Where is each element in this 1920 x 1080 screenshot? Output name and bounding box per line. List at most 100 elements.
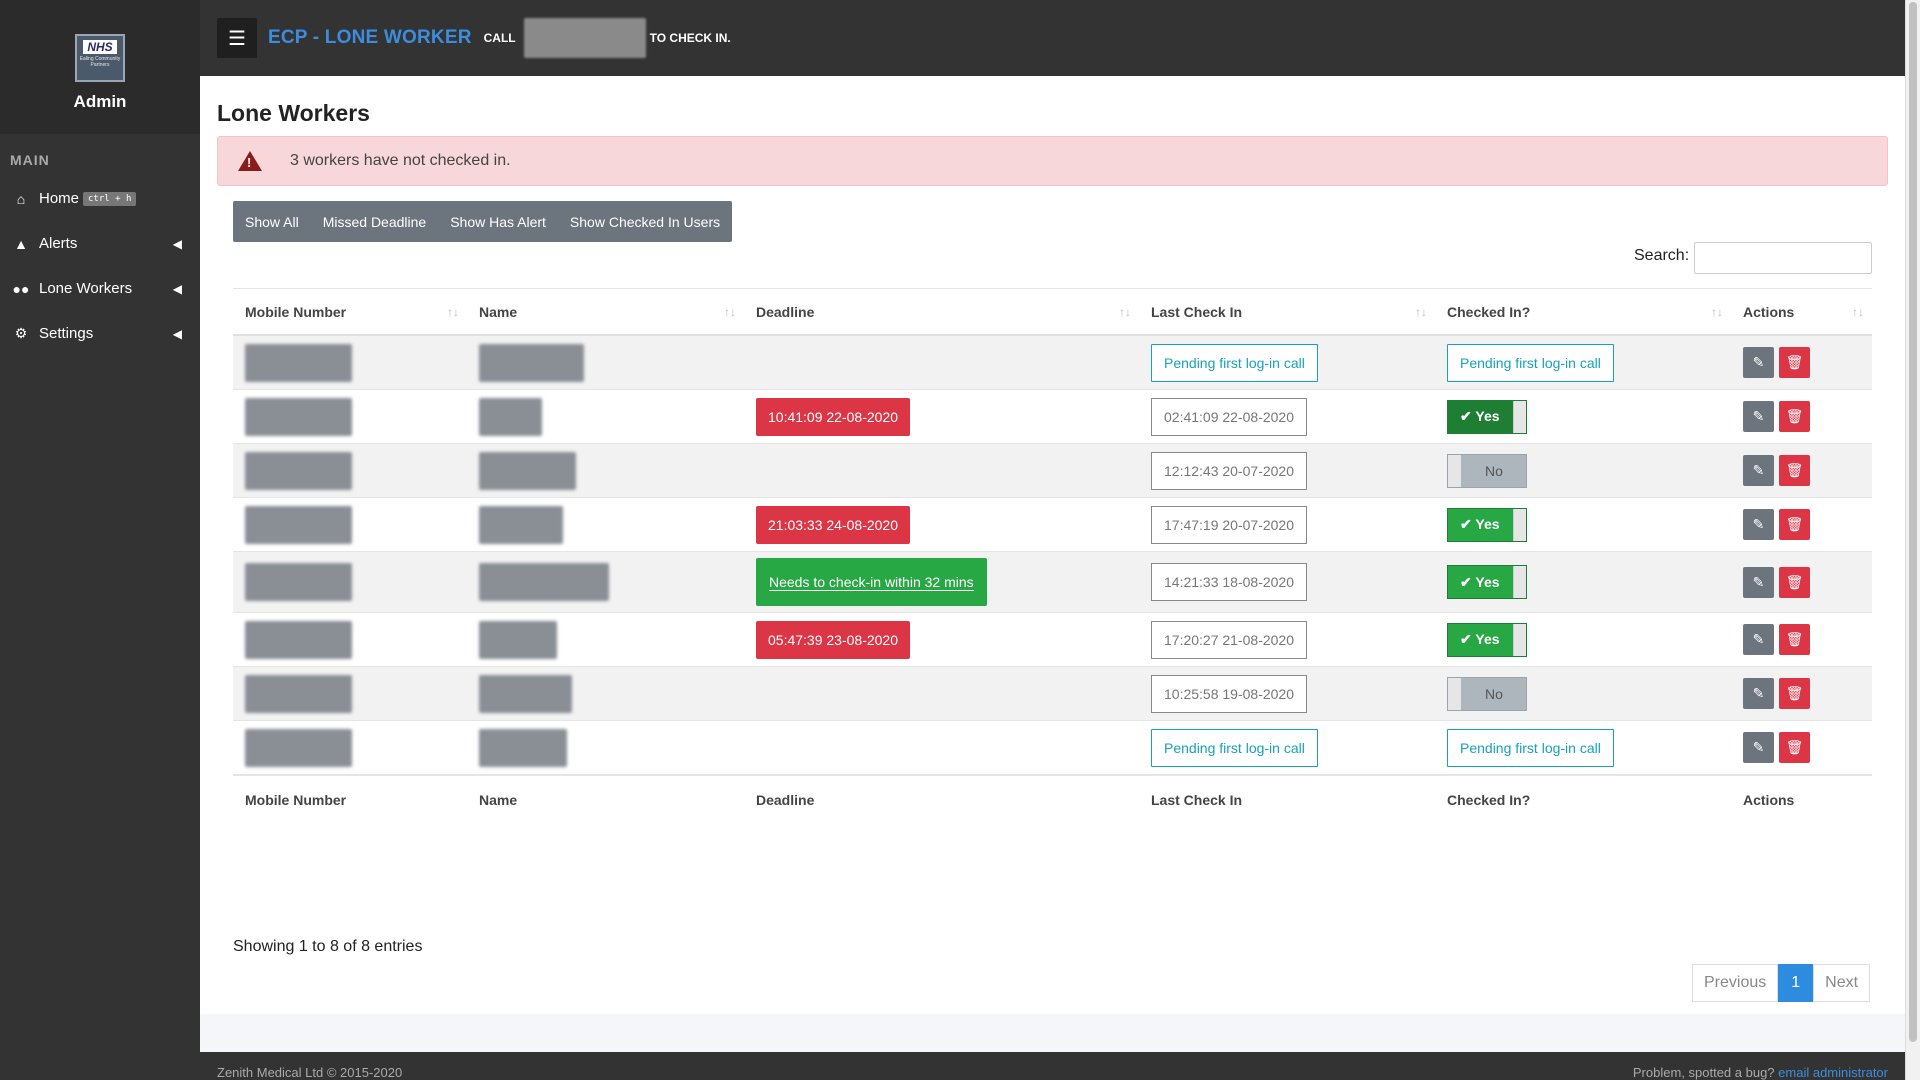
- nhs-logo[interactable]: NHS Ealing Community Partners: [75, 34, 125, 82]
- logo-text: NHS: [83, 40, 117, 54]
- checked-in-toggle[interactable]: No: [1447, 453, 1527, 488]
- delete-button[interactable]: 🗑: [1779, 732, 1810, 763]
- page-scrollbar[interactable]: [1905, 0, 1920, 1080]
- edit-button[interactable]: ✎: [1743, 347, 1774, 378]
- check-icon: ✔: [1460, 408, 1472, 424]
- mobile-number-cell: [233, 390, 467, 443]
- page-title: Lone Workers: [217, 100, 370, 126]
- email-administrator-link[interactable]: email administrator: [1778, 1065, 1888, 1080]
- sidebar-item-home[interactable]: ⌂ Home ctrl + h: [0, 176, 200, 221]
- checked-in-toggle[interactable]: ✔ Yes: [1447, 507, 1527, 542]
- edit-button[interactable]: ✎: [1743, 455, 1774, 486]
- edit-button[interactable]: ✎: [1743, 509, 1774, 540]
- redacted-mobile-number: [245, 343, 352, 382]
- mobile-number-cell: [233, 444, 467, 497]
- edit-button[interactable]: ✎: [1743, 401, 1774, 432]
- page-1-button[interactable]: 1: [1778, 964, 1814, 1002]
- alert-text: 3 workers have not checked in.: [290, 152, 511, 169]
- checked-in-toggle[interactable]: ✔ Yes: [1447, 622, 1527, 657]
- redacted-name: [479, 451, 576, 490]
- column-header-last-check-in[interactable]: Last Check In ↑↓: [1139, 289, 1435, 334]
- edit-button[interactable]: ✎: [1743, 624, 1774, 655]
- show-checked-in-users-button[interactable]: Show Checked In Users: [569, 213, 721, 230]
- delete-button[interactable]: 🗑: [1779, 566, 1810, 598]
- delete-button[interactable]: 🗑: [1779, 401, 1810, 432]
- next-page-button[interactable]: Next: [1813, 964, 1871, 1002]
- last-check-in-cell: Pending first log-in call: [1139, 336, 1435, 389]
- name-cell: [467, 721, 744, 774]
- admin-label: Admin: [73, 92, 127, 111]
- main-content: Lone Workers 3 workers have not checked …: [200, 76, 1905, 1014]
- menu-toggle-button[interactable]: ☰: [217, 18, 257, 58]
- users-icon: ●●: [12, 280, 30, 297]
- column-header-mobile-number[interactable]: Mobile Number ↑↓: [233, 289, 467, 334]
- edit-button[interactable]: ✎: [1743, 732, 1774, 763]
- sidebar-item-settings[interactable]: ⚙ Settings ◀: [0, 311, 200, 356]
- search-input[interactable]: [1694, 242, 1872, 274]
- show-has-alert-button[interactable]: Show Has Alert: [450, 213, 546, 230]
- previous-page-button[interactable]: Previous: [1692, 964, 1779, 1002]
- toggle-knob: [1448, 454, 1461, 487]
- sidebar-item-label: Home: [39, 190, 80, 207]
- checked-in-cell: Pending first log-in call: [1435, 336, 1731, 389]
- entries-info: Showing 1 to 8 of 8 entries: [233, 938, 423, 955]
- chevron-left-icon: ◀: [172, 326, 182, 341]
- checked-in-toggle[interactable]: ✔ Yes: [1447, 565, 1527, 599]
- last-check-in-time: 17:20:27 21-08-2020: [1151, 620, 1307, 659]
- trash-icon: 🗑: [1785, 573, 1804, 590]
- redacted-phone-number: [523, 18, 646, 58]
- checked-in-cell: ✔ Yes: [1435, 390, 1731, 443]
- sidebar-item-alerts[interactable]: ▲ Alerts ◀: [0, 221, 200, 266]
- edit-button[interactable]: ✎: [1743, 566, 1774, 598]
- show-all-button[interactable]: Show All: [245, 213, 299, 230]
- mobile-number-cell: [233, 721, 467, 774]
- last-check-in-pending: Pending first log-in call: [1151, 343, 1318, 382]
- delete-button[interactable]: 🗑: [1779, 455, 1810, 486]
- sidebar-item-lone-workers[interactable]: ●● Lone Workers ◀: [0, 266, 200, 311]
- edit-button[interactable]: ✎: [1743, 678, 1774, 709]
- scrollbar-thumb[interactable]: [1909, 2, 1917, 1042]
- pencil-icon: ✎: [1752, 516, 1765, 532]
- footer-header-name: Name: [479, 791, 518, 808]
- checked-in-cell: No: [1435, 667, 1731, 720]
- footer-header-mobile-number: Mobile Number: [245, 791, 347, 808]
- pencil-icon: ✎: [1752, 685, 1765, 701]
- checked-in-toggle[interactable]: No: [1447, 676, 1527, 711]
- sidebar: NHS Ealing Community Partners Admin MAIN…: [0, 0, 200, 1080]
- column-header-checked-in[interactable]: Checked In? ↑↓: [1435, 289, 1731, 334]
- pencil-icon: ✎: [1752, 573, 1765, 590]
- column-header-name[interactable]: Name ↑↓: [467, 289, 744, 334]
- redacted-name: [479, 728, 567, 767]
- deadline-due-badge[interactable]: Needs to check-in within 32 mins: [756, 558, 987, 606]
- table-row: 10:41:09 22-08-2020 02:41:09 22-08-2020 ✔ …: [233, 390, 1872, 444]
- toggle-label-text: Yes: [1475, 631, 1500, 647]
- column-header-actions[interactable]: Actions ↑↓: [1731, 289, 1872, 334]
- last-check-in-cell: 14:21:33 18-08-2020: [1139, 552, 1435, 612]
- missed-deadline-button[interactable]: Missed Deadline: [322, 213, 427, 230]
- delete-button[interactable]: 🗑: [1779, 347, 1810, 378]
- warning-icon: [238, 151, 262, 171]
- checked-in-cell: ✔ Yes: [1435, 498, 1731, 551]
- checked-in-cell: Pending first log-in call: [1435, 721, 1731, 774]
- pencil-icon: ✎: [1752, 354, 1765, 370]
- redacted-mobile-number: [245, 397, 352, 436]
- toggle-label: ✔ Yes: [1448, 516, 1500, 533]
- app-title[interactable]: ECP - LONE WORKER: [268, 27, 472, 48]
- mobile-number-cell: [233, 498, 467, 551]
- delete-button[interactable]: 🗑: [1779, 624, 1810, 655]
- redacted-mobile-number: [245, 451, 352, 490]
- checked-in-toggle[interactable]: ✔ Yes: [1447, 399, 1527, 434]
- toggle-knob: [1513, 400, 1526, 433]
- deadline-missed-badge: 05:47:39 23-08-2020: [756, 620, 910, 659]
- delete-button[interactable]: 🗑: [1779, 509, 1810, 540]
- deadline-cell: [744, 444, 1139, 497]
- delete-button[interactable]: 🗑: [1779, 678, 1810, 709]
- last-check-in-time: 14:21:33 18-08-2020: [1151, 563, 1307, 601]
- actions-cell: ✎ 🗑: [1731, 721, 1872, 774]
- column-header-deadline[interactable]: Deadline ↑↓: [744, 289, 1139, 334]
- name-cell: [467, 552, 744, 612]
- last-check-in-cell: 02:41:09 22-08-2020: [1139, 390, 1435, 443]
- actions-cell: ✎ 🗑: [1731, 613, 1872, 666]
- toggle-knob: [1513, 566, 1526, 598]
- column-header-label: Mobile Number: [245, 303, 347, 320]
